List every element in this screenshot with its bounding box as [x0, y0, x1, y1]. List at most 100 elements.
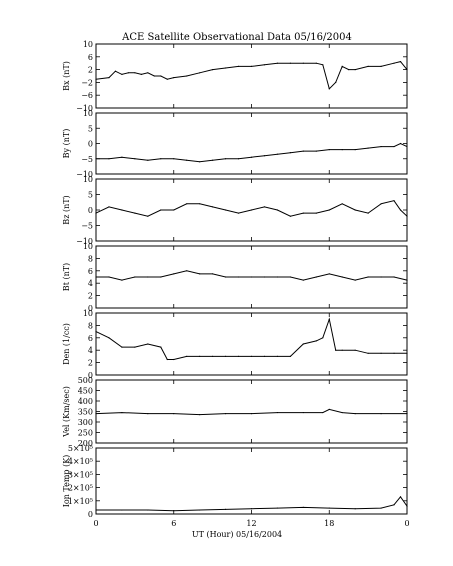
x-tick-label: 0 [93, 519, 98, 528]
data-point [263, 206, 266, 208]
y-tick-label: 4 [88, 279, 93, 288]
data-point [186, 159, 188, 161]
data-point [328, 408, 330, 410]
data-point [406, 69, 408, 71]
data-point [406, 352, 408, 354]
data-point [199, 355, 201, 357]
data-point [322, 337, 324, 339]
y-tick-label: −10 [76, 237, 93, 246]
data-point [121, 156, 123, 158]
data-point [335, 349, 337, 351]
data-point [354, 149, 356, 151]
panel-7: 5×10⁵ 4×10⁵ 3×10⁵ 2×10⁵ 1×10⁵ 0 Ion Temp (K) [62, 444, 408, 519]
data-point [166, 358, 168, 361]
x-axis-label: UT (Hour) 05/16/2004 [192, 530, 282, 539]
data-point [166, 78, 168, 80]
data-point [322, 64, 324, 66]
data-point [328, 209, 330, 211]
data-point [276, 355, 279, 357]
data-point [237, 276, 240, 278]
y-tick-label: 8 [88, 321, 93, 330]
data-point [367, 65, 369, 67]
data-point [186, 75, 188, 77]
data-point [276, 507, 279, 509]
y-axis-label: Bt (nT) [62, 263, 71, 291]
data-point [121, 411, 123, 414]
data-point [289, 355, 291, 357]
y-tick-label: 250 [78, 429, 93, 438]
data-point [250, 276, 253, 278]
y-tick-label: 300 [78, 418, 93, 427]
data-point [121, 279, 123, 281]
data-point [289, 152, 291, 154]
panel-frame [95, 379, 408, 444]
y-axis-label: Bz (nT) [62, 195, 71, 224]
data-point [393, 200, 395, 202]
data-point [95, 276, 97, 278]
data-point [315, 150, 317, 152]
data-point [95, 331, 97, 333]
data-point [276, 209, 279, 211]
data-point [173, 358, 175, 361]
data-point [147, 413, 149, 415]
data-point [186, 203, 188, 205]
data-point [322, 411, 324, 414]
y-tick-label: 0 [88, 371, 93, 380]
y-tick-label: 10 [83, 175, 93, 184]
data-point [263, 64, 266, 66]
panel-frame [95, 43, 408, 109]
y-tick-label: 2 [88, 359, 93, 368]
data-line [96, 270, 408, 281]
data-point [186, 270, 188, 272]
y-tick-label: −2 [81, 78, 93, 87]
y-tick-label: 6 [88, 334, 93, 343]
data-point [134, 158, 136, 160]
data-point [399, 496, 402, 498]
data-point [399, 142, 402, 145]
panel-3: 10 5 0 −5 −10 Bz (nT) [62, 175, 408, 246]
data-point [224, 209, 227, 211]
data-point [289, 276, 291, 278]
y-tick-label: −6 [81, 91, 93, 100]
data-point [406, 279, 408, 281]
data-point [147, 509, 149, 511]
y-tick-label: 1×10⁵ [68, 497, 93, 506]
data-point [399, 209, 402, 211]
data-point [315, 62, 317, 64]
data-point [199, 509, 201, 511]
y-tick-label: 200 [78, 439, 93, 448]
y-tick-label: 4×10⁵ [68, 457, 93, 466]
data-point [302, 411, 304, 414]
data-point [160, 75, 162, 77]
data-point [354, 279, 356, 281]
data-point [328, 149, 330, 151]
data-point [212, 206, 214, 208]
data-point [276, 276, 279, 278]
panel-1: 10 6 2 −2 −6 −10 Bx (nT) [62, 40, 408, 113]
data-point [380, 507, 382, 509]
data-point [186, 355, 188, 357]
y-tick-label: 10 [83, 40, 93, 49]
data-point [212, 355, 214, 357]
data-point [212, 69, 214, 71]
y-tick-label: 2 [88, 66, 93, 75]
data-point [380, 65, 382, 67]
data-point [173, 510, 175, 512]
data-point [302, 62, 304, 64]
data-point [199, 273, 201, 275]
data-point [95, 158, 97, 160]
panel-2: 10 5 0 −5 −10 By (nT) [62, 109, 408, 179]
data-point [328, 273, 330, 275]
y-tick-label: 4 [88, 346, 93, 355]
data-point [406, 145, 408, 148]
y-tick-label: 350 [78, 408, 93, 417]
data-point [341, 349, 343, 351]
data-point [328, 318, 330, 320]
y-axis-label: Den (1/cc) [62, 323, 71, 365]
y-tick-label: 450 [78, 387, 93, 396]
panel-4: 10 8 6 4 2 0 Bt (nT) [62, 242, 408, 313]
y-tick-label: −10 [76, 104, 93, 113]
data-point [160, 276, 162, 278]
data-point [121, 209, 123, 211]
data-point [341, 411, 343, 414]
